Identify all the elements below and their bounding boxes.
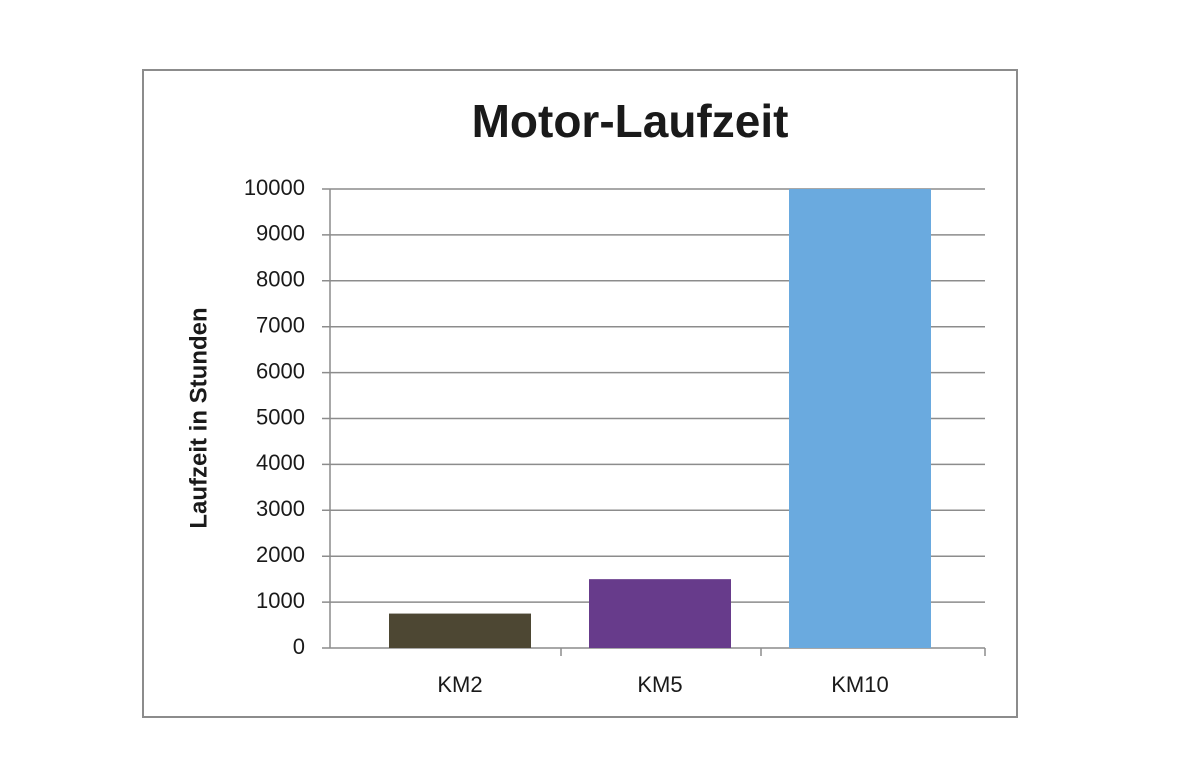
y-tick-label: 10000 <box>244 175 305 200</box>
y-tick-label: 6000 <box>256 358 305 383</box>
y-tick-label: 9000 <box>256 221 305 246</box>
y-tick-label: 0 <box>293 634 305 659</box>
y-tick-label: 5000 <box>256 404 305 429</box>
bar <box>589 579 731 648</box>
y-axis-label: Laufzeit in Stunden <box>185 307 212 528</box>
y-tick-label: 3000 <box>256 496 305 521</box>
x-tick-label: KM10 <box>831 672 888 697</box>
y-tick-label: 4000 <box>256 450 305 475</box>
y-tick-label: 8000 <box>256 267 305 292</box>
chart-title: Motor-Laufzeit <box>472 95 789 147</box>
bar <box>389 613 531 648</box>
y-tick-label: 7000 <box>256 313 305 338</box>
bar <box>789 189 931 648</box>
x-tick-label: KM5 <box>637 672 682 697</box>
x-tick-label: KM2 <box>437 672 482 697</box>
y-tick-label: 2000 <box>256 542 305 567</box>
y-tick-label: 1000 <box>256 588 305 613</box>
